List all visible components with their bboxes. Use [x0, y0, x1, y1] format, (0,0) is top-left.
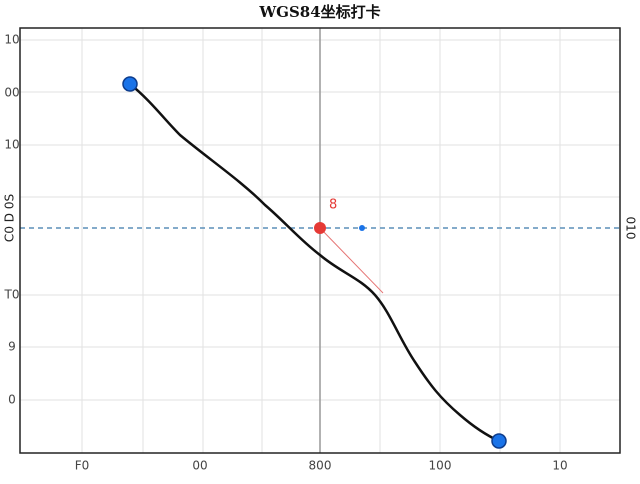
title: WGS84坐标打卡 — [258, 3, 380, 21]
y-tick-label: T0 — [4, 288, 20, 302]
start-point[interactable] — [122, 76, 138, 92]
marker-label: 8 — [329, 198, 337, 213]
plot-frame — [19, 27, 621, 454]
right-axis-label: 010 — [624, 217, 638, 240]
left-axis-label: C0 D 0S — [3, 194, 17, 242]
pointer-line — [319, 227, 384, 294]
end-point[interactable] — [491, 433, 507, 449]
y-tick-label: 0 — [8, 393, 16, 407]
y-tick-label: 10 — [4, 33, 19, 47]
blue-dot — [359, 225, 365, 231]
y-tick-label: 00 — [4, 86, 19, 100]
x-tick-label: 10 — [552, 459, 567, 473]
track-curve — [129, 83, 500, 443]
y-tick-label: 10 — [4, 138, 19, 152]
checkin-marker[interactable] — [314, 222, 326, 234]
x-tick-label: 00 — [192, 459, 207, 473]
x-tick-label: 800 — [309, 459, 332, 473]
x-tick-label: F0 — [75, 459, 90, 473]
y-tick-label: 9 — [8, 340, 16, 354]
x-tick-label: 100 — [429, 459, 452, 473]
